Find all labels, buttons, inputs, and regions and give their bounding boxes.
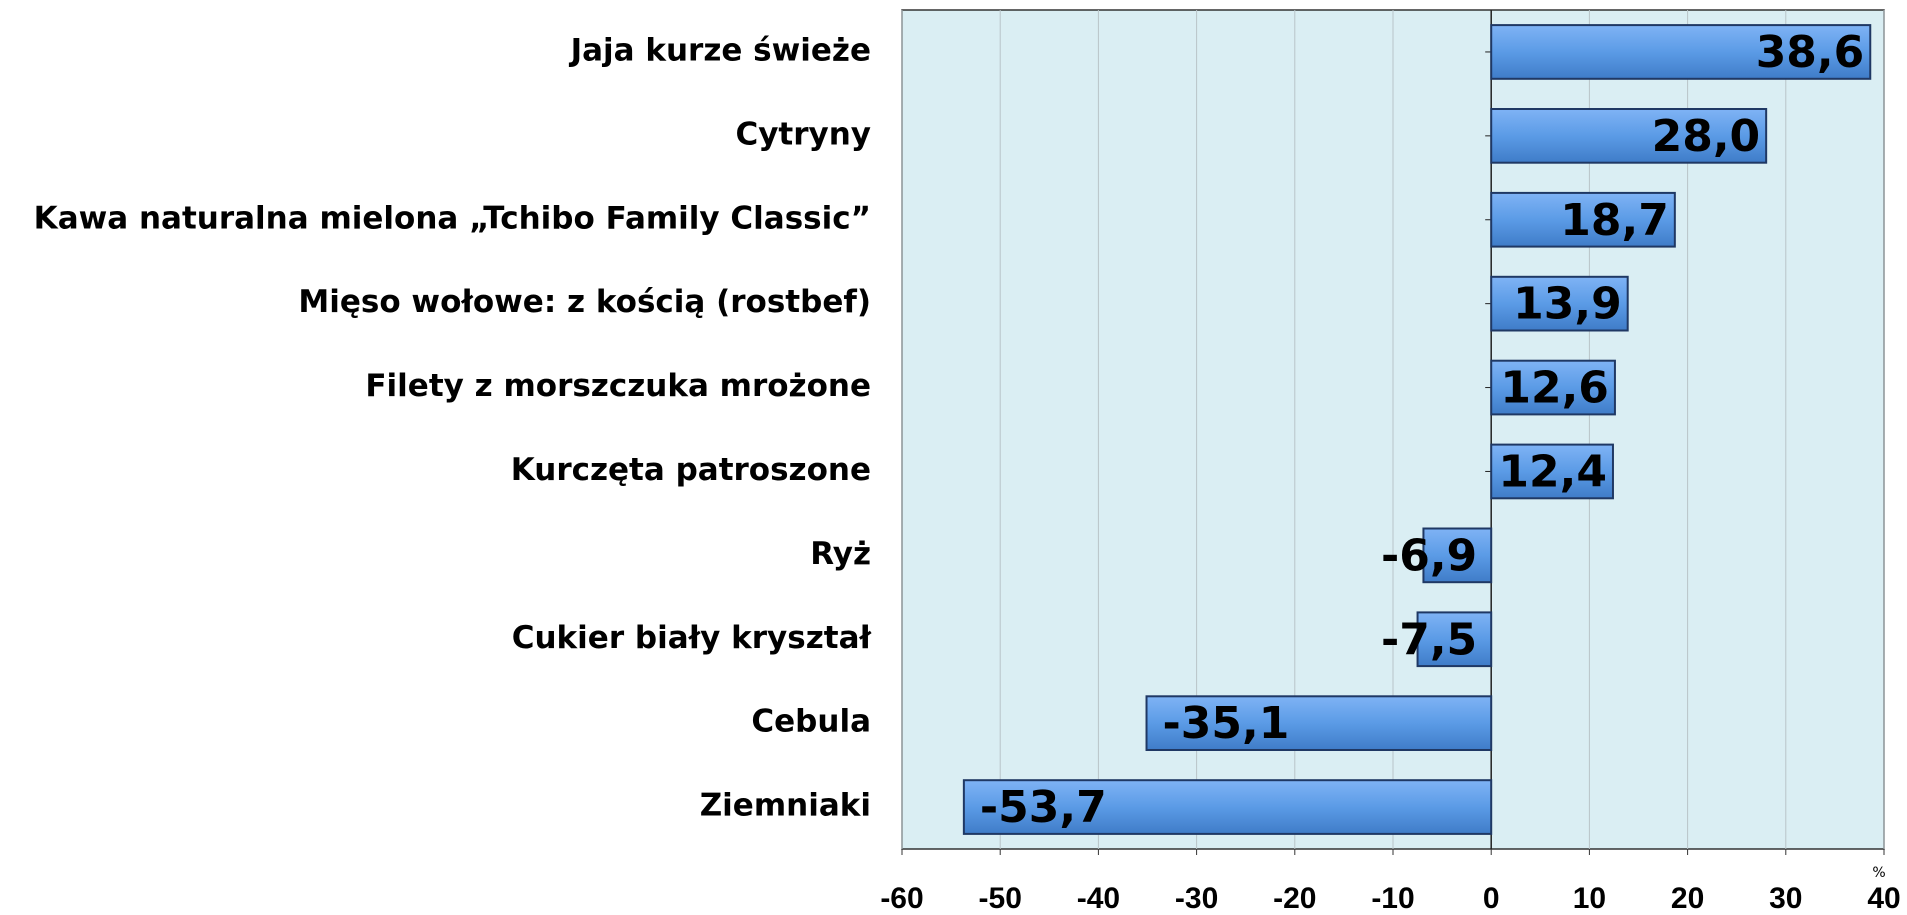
bar [1490,24,1872,80]
x-tick-label: 0 [1483,882,1500,915]
y-tick-label: Filety z morszczuka mrożone [365,368,871,404]
value-label: 28,0 [1652,111,1761,162]
bar [1490,359,1616,416]
y-tick-label: Ryż [810,536,871,572]
unit-label: % [1872,865,1885,881]
y-tick-label: Mięso wołowe: z kością (rostbef) [298,284,871,320]
value-label: 18,7 [1560,195,1669,246]
x-tick-label: -60 [880,882,923,915]
y-tick-label: Kurczęta patroszone [511,452,871,488]
x-tick-label: 30 [1769,882,1802,915]
value-label: -35,1 [1163,698,1290,749]
bar [962,779,1493,835]
y-tick-label: Ziemniaki [700,788,871,824]
y-tick-label: Jaja kurze świeże [569,32,871,68]
y-tick-label: Cukier biały kryształ [512,620,873,656]
bar [1145,695,1493,751]
y-tick-label: Cytryny [735,116,871,152]
bar [1490,443,1614,500]
bar [1416,611,1493,668]
y-tick-label: Kawa naturalna mielona „Tchibo Family Cl… [34,200,871,236]
x-tick-label: -30 [1175,882,1218,915]
y-tick-label: Cebula [751,704,871,740]
value-label: -6,9 [1381,530,1477,581]
x-tick-label: 10 [1573,882,1606,915]
value-label: 13,9 [1513,279,1622,330]
value-label: 12,6 [1500,363,1609,414]
value-label: -53,7 [980,782,1107,833]
bar [1490,191,1676,248]
bar [1490,275,1629,332]
x-tick-label: -10 [1371,882,1414,915]
value-label: 12,4 [1498,446,1607,497]
x-tick-label: 40 [1867,882,1900,915]
bar [1490,108,1768,164]
value-label: -7,5 [1381,614,1477,665]
x-tick-label: -20 [1273,882,1316,915]
x-tick-label: -40 [1077,882,1120,915]
bar [1422,527,1493,584]
x-tick-label: -50 [979,882,1022,915]
x-tick-label: 20 [1671,882,1704,915]
value-label: 38,6 [1756,27,1865,78]
